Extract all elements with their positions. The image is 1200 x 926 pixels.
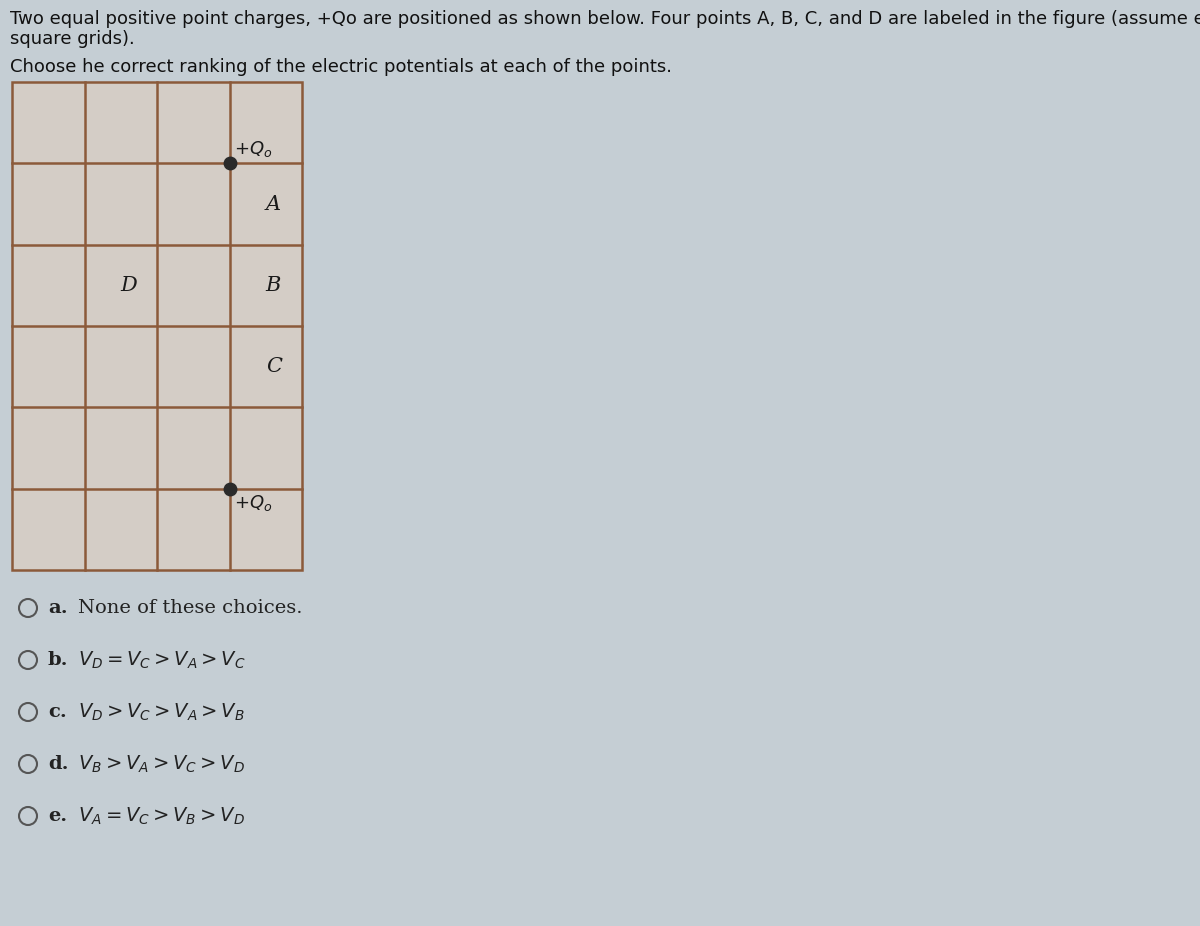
Text: B: B — [265, 276, 281, 294]
Text: C: C — [265, 357, 282, 376]
Text: square grids).: square grids). — [10, 30, 134, 48]
Text: D: D — [121, 276, 138, 294]
Text: b.: b. — [48, 651, 68, 669]
Text: None of these choices.: None of these choices. — [78, 599, 302, 617]
Bar — [12, 82, 302, 570]
Text: a.: a. — [48, 599, 67, 617]
Text: $V_D = V_C > V_A > V_C$: $V_D = V_C > V_A > V_C$ — [78, 649, 246, 670]
Text: $V_D > V_C > V_A > V_B$: $V_D > V_C > V_A > V_B$ — [78, 701, 245, 722]
Text: $+Q_o$: $+Q_o$ — [234, 493, 272, 513]
Text: A: A — [265, 194, 281, 214]
Text: e.: e. — [48, 807, 67, 825]
Text: $V_B > V_A > V_C > V_D$: $V_B > V_A > V_C > V_D$ — [78, 754, 245, 775]
Text: Choose he correct ranking of the electric potentials at each of the points.: Choose he correct ranking of the electri… — [10, 58, 672, 76]
Text: d.: d. — [48, 755, 68, 773]
Text: c.: c. — [48, 703, 67, 721]
Text: $+Q_o$: $+Q_o$ — [234, 139, 272, 159]
Text: Two equal positive point charges, +Qo are positioned as shown below. Four points: Two equal positive point charges, +Qo ar… — [10, 10, 1200, 28]
Text: $V_A = V_C > V_B > V_D$: $V_A = V_C > V_B > V_D$ — [78, 806, 245, 827]
